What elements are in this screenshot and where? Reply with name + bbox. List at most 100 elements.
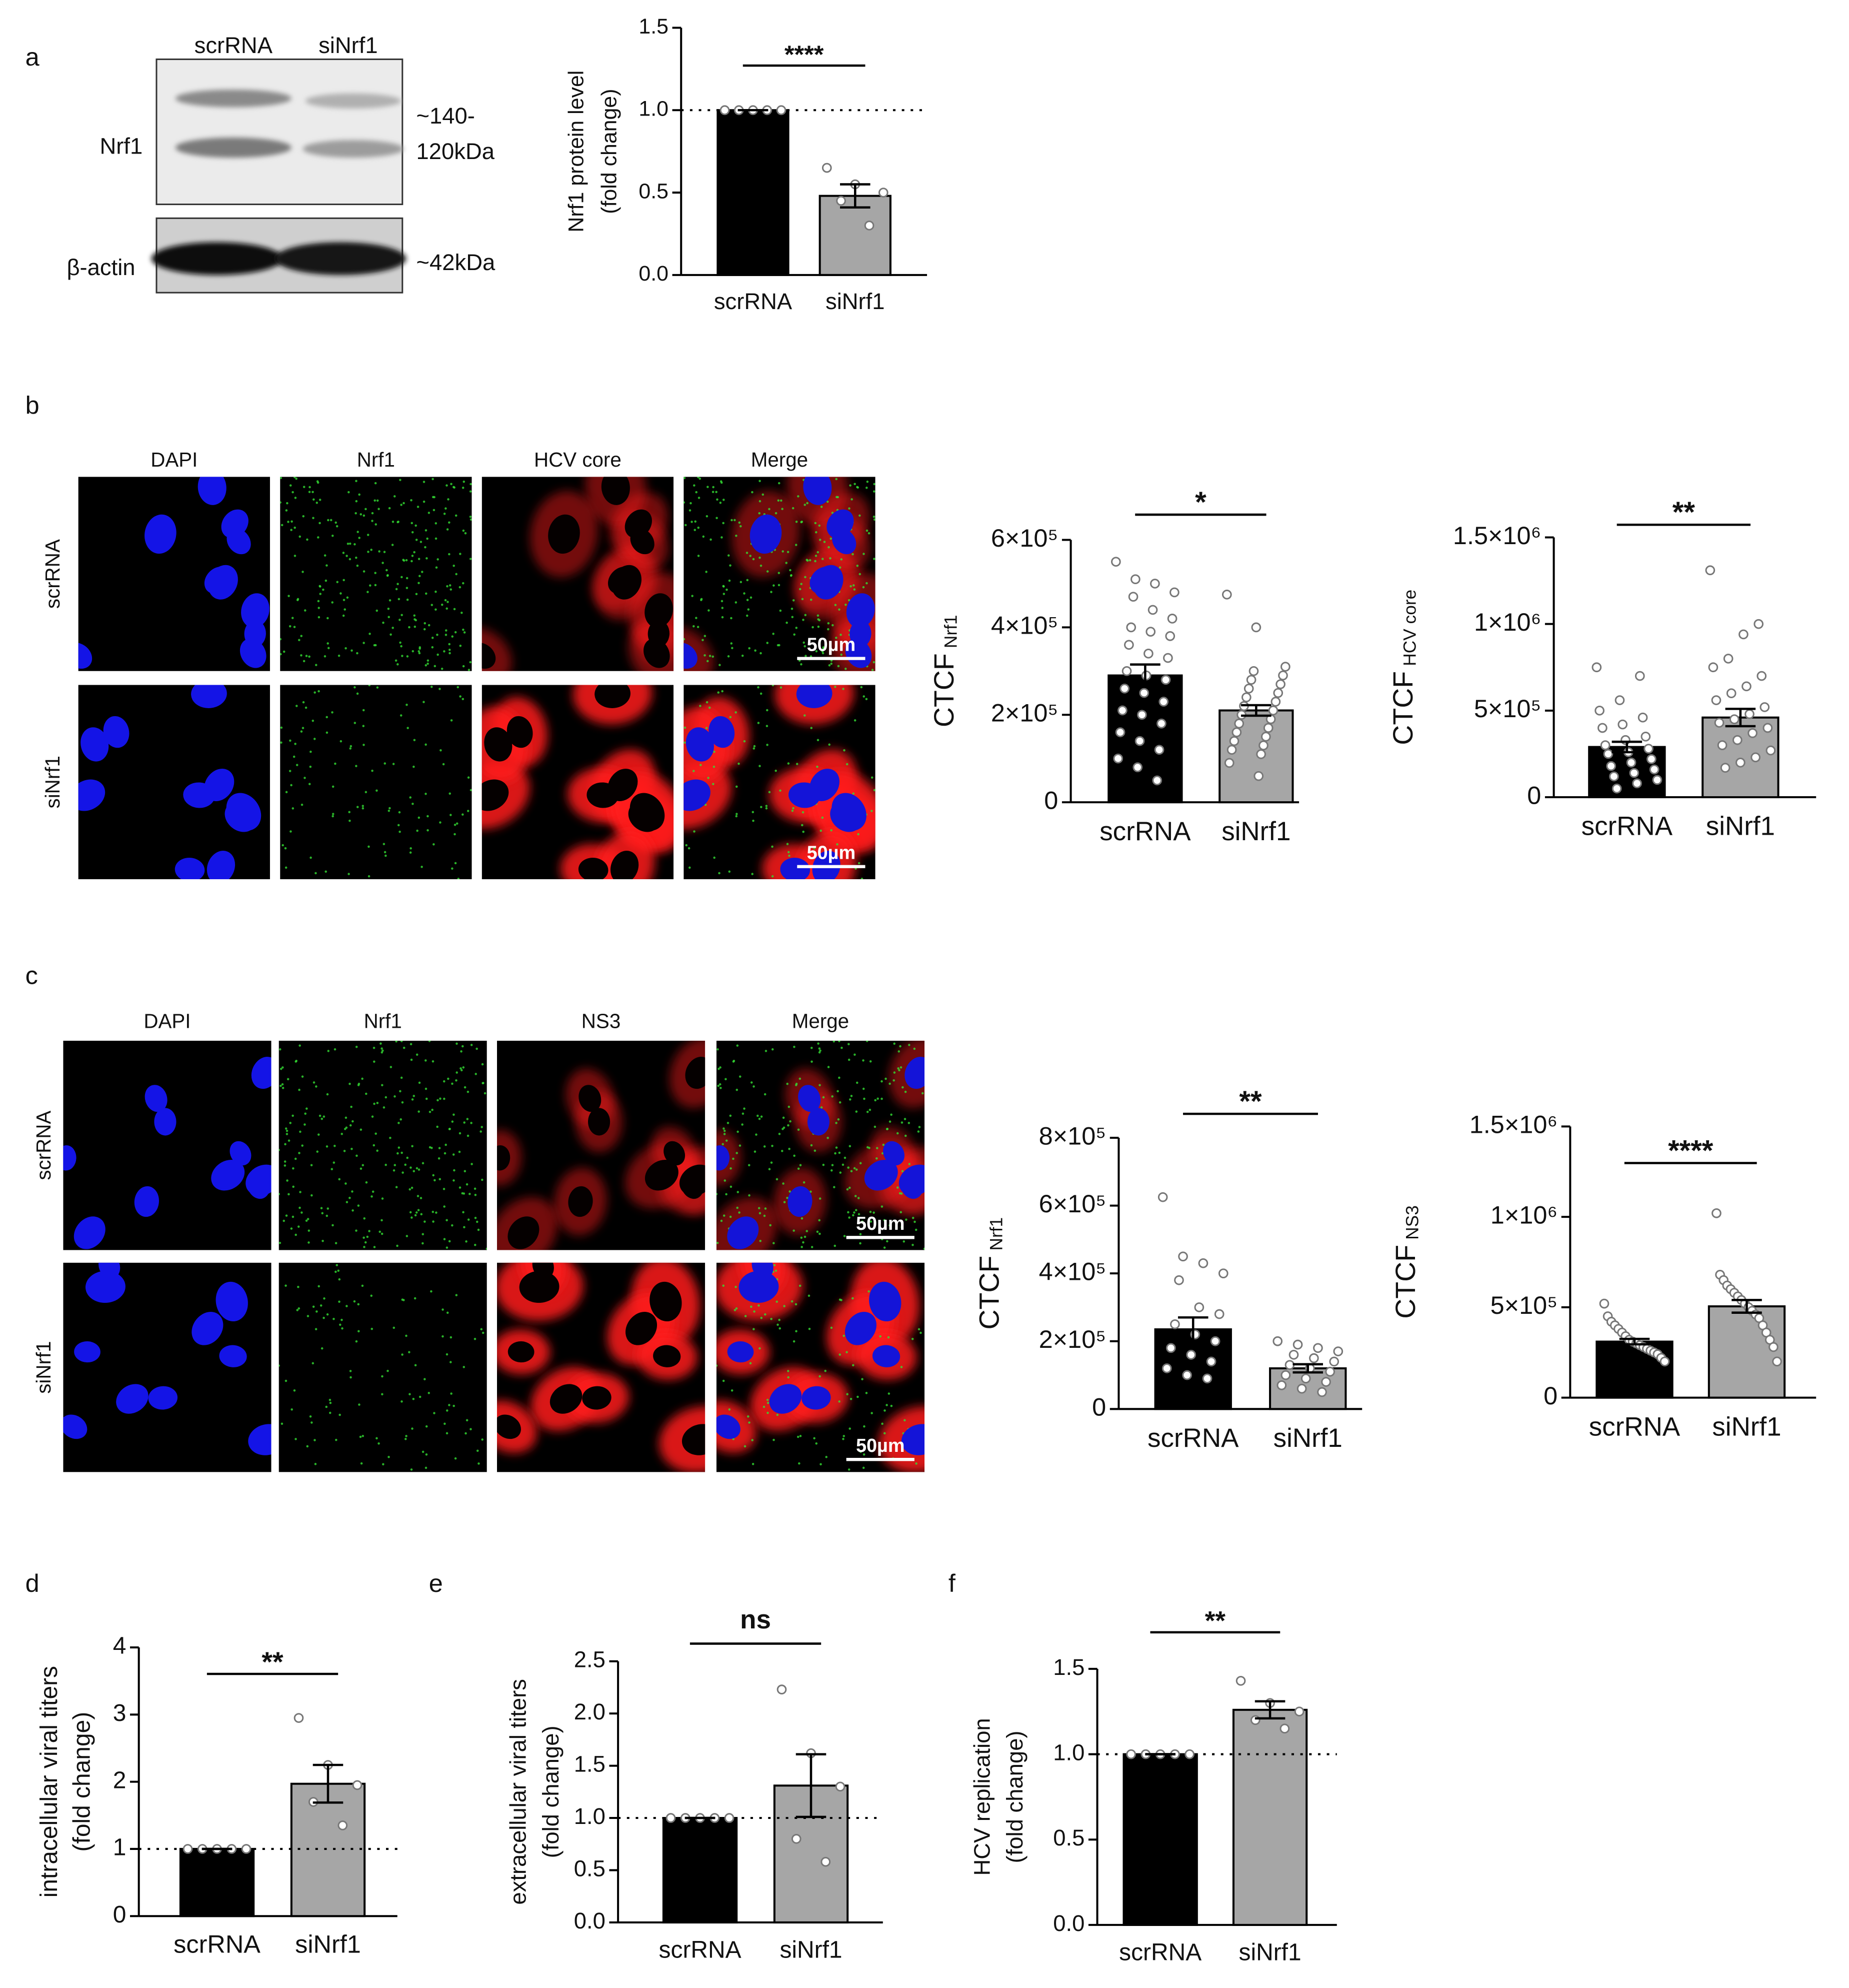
nrf1-speckle [810, 1246, 814, 1248]
nrf1-speckle [285, 791, 288, 794]
nrf1-speckle [443, 1205, 446, 1208]
nrf1-speckle [782, 550, 784, 553]
nrf1-speckle [474, 1073, 477, 1075]
nrf1-speckle [732, 1059, 736, 1062]
nrf1-speckle [338, 1300, 340, 1303]
nrf1-speckle [751, 1439, 754, 1441]
nrf1-speckle [292, 807, 294, 810]
data-point [1600, 740, 1610, 750]
nrf1-speckle [798, 588, 802, 591]
nrf1-speckle [428, 624, 430, 627]
nrf1-speckle [335, 1438, 338, 1441]
micrograph-background [280, 685, 472, 879]
data-point [1736, 757, 1746, 768]
nrf1-speckle [412, 1095, 416, 1097]
nrf1-speckle [868, 532, 870, 535]
nucleus [508, 1341, 534, 1363]
nrf1-speckle [331, 601, 334, 604]
nrf1-speckle [696, 626, 700, 628]
nrf1-speckle [785, 562, 788, 564]
nrf1-speckle [309, 1415, 312, 1418]
nrf1-speckle [717, 1084, 720, 1087]
nrf1-speckle [302, 660, 306, 663]
nucleus [901, 1424, 924, 1455]
nrf1-speckle [826, 1136, 829, 1139]
nrf1-speckle [330, 1168, 334, 1170]
nrf1-speckle [388, 507, 391, 510]
nucleus [206, 851, 236, 879]
nrf1-speckle [424, 1378, 426, 1380]
nrf1-speckle [414, 1297, 416, 1300]
nrf1-speckle [326, 731, 328, 734]
nucleus [116, 1384, 148, 1414]
nrf1-speckle [770, 591, 772, 593]
nrf1-speckle [302, 727, 304, 729]
nrf1-speckle [861, 1220, 864, 1223]
nrf1-speckle [480, 1130, 482, 1133]
nrf1-speckle [349, 1124, 352, 1127]
nrf1-speckle [298, 1044, 301, 1047]
nrf1-speckle [328, 1398, 332, 1401]
nrf1-speckle [804, 504, 806, 506]
micrograph [278, 1262, 487, 1472]
nrf1-speckle [698, 497, 700, 499]
nrf1-speckle [350, 745, 352, 748]
data-point [1156, 718, 1166, 729]
nrf1-speckle [872, 1211, 875, 1214]
nrf1-speckle [796, 763, 798, 765]
nrf1-speckle [862, 1059, 864, 1062]
nrf1-speckle [862, 1087, 865, 1090]
nrf1-speckle [460, 1067, 462, 1070]
nrf1-speckle [720, 536, 723, 539]
nrf1-speckle [413, 551, 416, 554]
nrf1-speckle [292, 1167, 294, 1170]
nrf1-speckle [800, 583, 802, 585]
error-bar [1178, 1316, 1208, 1343]
nucleus [230, 1141, 252, 1166]
nrf1-speckle [911, 1337, 914, 1340]
nrf1-speckle [764, 1207, 767, 1210]
nrf1-speckle [338, 1413, 341, 1416]
data-point [1126, 1749, 1136, 1759]
nrf1-speckle [880, 1205, 884, 1208]
nrf1-speckle [312, 498, 315, 501]
nrf1-speckle [293, 626, 296, 628]
nrf1-speckle [748, 1164, 750, 1166]
nrf1-speckle [465, 1240, 468, 1243]
nrf1-speckle [358, 1082, 360, 1085]
y-axis-label: (fold change) [1002, 1730, 1028, 1863]
nrf1-speckle [765, 807, 768, 810]
nrf1-speckle [404, 1163, 407, 1166]
nrf1-speckle [402, 1171, 404, 1174]
nrf1-speckle [302, 571, 304, 573]
nrf1-speckle [405, 1435, 408, 1437]
nrf1-speckle [394, 1095, 396, 1098]
nrf1-speckle [284, 1284, 287, 1287]
nrf1-speckle [751, 873, 754, 875]
nrf1-speckle [373, 1060, 376, 1063]
nrf1-speckle [892, 1079, 895, 1082]
nrf1-speckle [746, 552, 748, 554]
nrf1-speckle [734, 1285, 737, 1288]
nrf1-speckle [431, 646, 434, 649]
nrf1-speckle [294, 477, 296, 479]
nrf1-speckle [462, 1045, 464, 1048]
nucleus [208, 565, 238, 600]
y-axis-label-sub: HCV core [1400, 590, 1420, 666]
nrf1-speckle [835, 1122, 838, 1124]
nrf1-speckle [464, 532, 467, 535]
data-point [1598, 723, 1608, 733]
nrf1-speckle [374, 523, 377, 526]
nrf1-speckle [336, 581, 338, 584]
column-title: NS3 [582, 1010, 620, 1033]
data-point [1292, 1339, 1303, 1350]
nucleus [496, 1414, 521, 1439]
nrf1-speckle [715, 491, 718, 493]
nrf1-speckle [866, 487, 868, 489]
nrf1-speckle [446, 585, 448, 588]
nrf1-speckle [325, 1405, 328, 1408]
y-axis-label: CTCFNrf1 [928, 615, 961, 727]
nrf1-speckle [308, 1241, 310, 1244]
nrf1-speckle [378, 1230, 381, 1233]
nrf1-speckle [388, 599, 392, 602]
